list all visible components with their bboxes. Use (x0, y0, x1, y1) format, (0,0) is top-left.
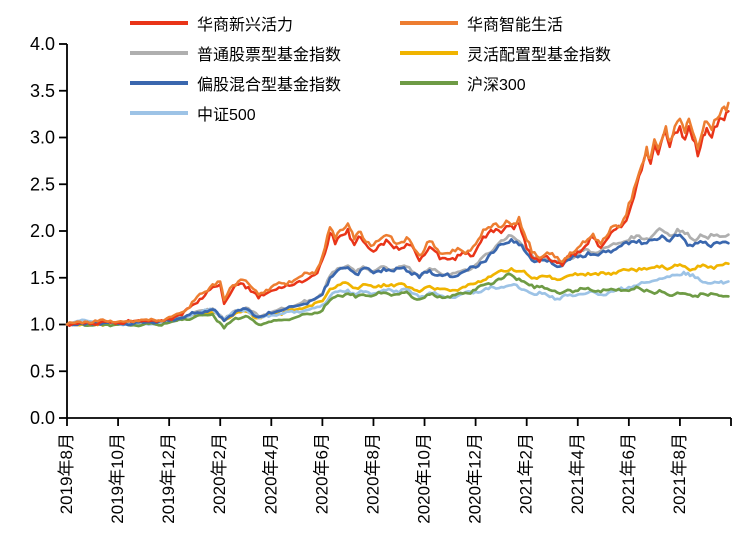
series-line-huashang-zhineng-shenghuo (65, 101, 730, 326)
legend-label-zhongzheng-500: 中证500 (197, 107, 256, 124)
x-tick-label: 2020年8月 (363, 433, 382, 514)
y-tick-label: 3.5 (30, 81, 55, 101)
legend-item-linghuo-peizhi-index: 灵活配置型基金指数 (400, 38, 611, 68)
legend-item-huashang-xinxing-huoli: 华商新兴活力 (130, 8, 293, 38)
legend-swatch-huashang-zhineng-shenghuo (400, 21, 458, 25)
y-tick-label: 0.0 (30, 408, 55, 428)
legend-item-hushen-300: 沪深300 (400, 68, 526, 98)
y-tick-label: 3.0 (30, 128, 55, 148)
y-tick-label: 1.5 (30, 268, 55, 288)
y-tick-label: 2.0 (30, 221, 55, 241)
legend-label-hushen-300: 沪深300 (467, 77, 526, 94)
legend-item-zhongzheng-500: 中证500 (130, 98, 256, 128)
x-tick-label: 2020年2月 (210, 433, 229, 514)
legend-label-huashang-zhineng-shenghuo: 华商智能生活 (467, 17, 564, 34)
legend-item-putong-gupiao-index: 普通股票型基金指数 (130, 38, 341, 68)
x-tick-label: 2021年4月 (568, 433, 587, 514)
x-tick-label: 2021年2月 (517, 433, 536, 514)
legend-swatch-hushen-300 (400, 81, 458, 85)
y-tick-label: 4.0 (30, 34, 55, 54)
x-tick-label: 2021年8月 (670, 433, 689, 514)
legend-label-putong-gupiao-index: 普通股票型基金指数 (197, 47, 342, 64)
y-tick-label: 1.0 (30, 315, 55, 335)
series-line-hushen-300 (65, 272, 730, 330)
x-tick-label: 2020年12月 (466, 433, 485, 524)
legend-swatch-huashang-xinxing-huoli (130, 21, 188, 25)
legend-swatch-zhongzheng-500 (130, 111, 188, 115)
series-line-zhongzheng-500 (65, 270, 730, 327)
legend-item-huashang-zhineng-shenghuo: 华商智能生活 (400, 8, 563, 38)
legend-label-piangu-hunhe-index: 偏股混合型基金指数 (197, 77, 342, 94)
x-tick-label: 2020年10月 (415, 433, 434, 524)
legend-swatch-putong-gupiao-index (130, 51, 188, 55)
x-tick-label: 2019年12月 (159, 433, 178, 524)
legend-item-piangu-hunhe-index: 偏股混合型基金指数 (130, 68, 341, 98)
y-tick-label: 2.5 (30, 174, 55, 194)
x-tick-label: 2019年10月 (108, 433, 127, 524)
x-tick-label: 2020年6月 (312, 433, 331, 514)
legend-swatch-linghuo-peizhi-index (400, 51, 458, 55)
legend-label-huashang-xinxing-huoli: 华商新兴活力 (197, 17, 294, 34)
legend-swatch-piangu-hunhe-index (130, 81, 188, 85)
x-tick-label: 2019年8月 (57, 433, 76, 514)
series-line-piangu-hunhe-index (65, 233, 730, 327)
x-tick-label: 2020年4月 (261, 433, 280, 514)
legend-label-linghuo-peizhi-index: 灵活配置型基金指数 (467, 47, 612, 64)
x-tick-label: 2021年6月 (619, 433, 638, 514)
y-tick-label: 0.5 (30, 361, 55, 381)
chart-legend: 华商新兴活力 华商智能生活普通股票型基金指数 灵活配置型基金指数偏股混合型基金指数 沪… (0, 0, 735, 130)
